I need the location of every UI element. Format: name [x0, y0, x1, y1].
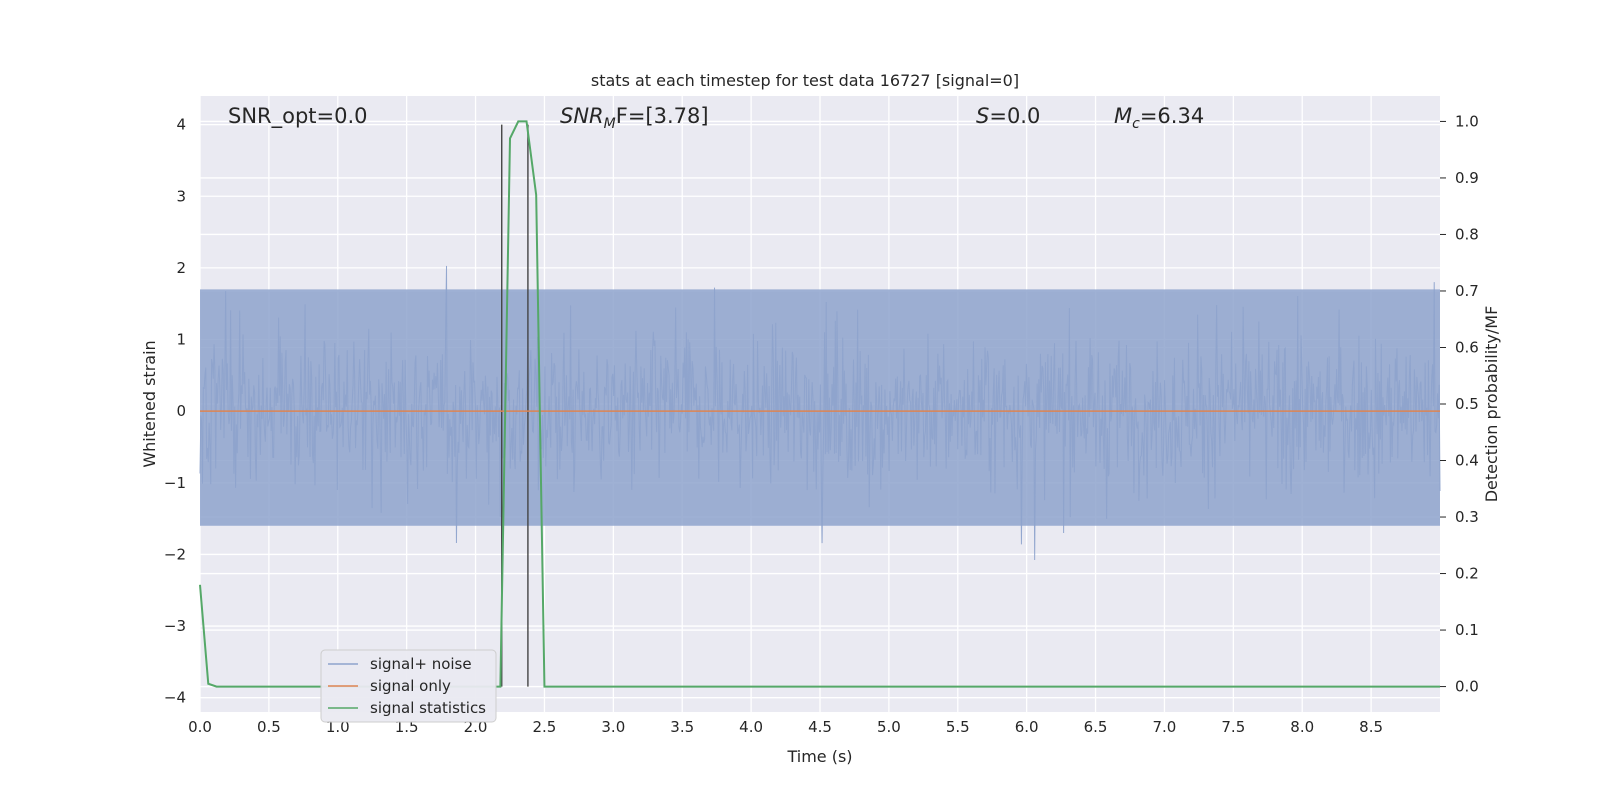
y-right-tick-label: 0.5 [1455, 395, 1479, 413]
x-axis-label: Time (s) [786, 747, 852, 766]
series-signal-noise [199, 265, 1441, 560]
x-tick-label: 2.5 [533, 718, 557, 736]
y-right-ticks: 1.0 0.9 0.8 0.7 0.6 0.5 0.4 0.3 0.2 0.1 0.0 [1440, 112, 1479, 696]
x-tick-label: 0.5 [257, 718, 281, 736]
x-tick-label: 7.0 [1153, 718, 1177, 736]
annotation-s: S=0.0 [976, 104, 1040, 128]
legend: signal+ noise signal only signal statist… [320, 649, 497, 723]
annotation-snr-opt: SNR_opt=0.0 [228, 104, 368, 129]
series-line-signal-statistics [199, 120, 1440, 688]
y-left-tick-label: −2 [164, 545, 186, 563]
y-right-tick-label: 0.8 [1455, 225, 1479, 243]
x-tick-label: 4.0 [739, 718, 763, 736]
x-tick-label: 5.0 [877, 718, 901, 736]
x-tick-label: 6.5 [1084, 718, 1108, 736]
y-left-tick-label: −3 [164, 617, 186, 635]
x-tick-label: 0.0 [188, 718, 212, 736]
y-right-tick-label: 0.9 [1455, 169, 1479, 187]
y-right-tick-label: 1.0 [1455, 112, 1479, 130]
legend-label-signal-statistics: signal statistics [370, 699, 486, 717]
x-tick-label: 5.5 [946, 718, 970, 736]
y-right-tick-label: 0.1 [1455, 621, 1479, 639]
y-right-tick-label: 0.0 [1455, 678, 1479, 696]
legend-box [320, 649, 497, 723]
y-right-tick-label: 0.2 [1455, 565, 1479, 583]
y-left-tick-label: 2 [176, 259, 186, 277]
y-axis-right-label: Detection probability/MF [1482, 306, 1501, 503]
y-left-tick-label: −4 [164, 689, 186, 707]
y-right-tick-label: 0.3 [1455, 508, 1479, 526]
series-line-signal-noise [199, 265, 1441, 560]
legend-label-signal-only: signal only [370, 677, 451, 695]
x-tick-label: 3.0 [601, 718, 625, 736]
x-tick-label: 8.0 [1290, 718, 1314, 736]
y-left-ticks: 4 3 2 1 0 −1 −2 −3 −4 [164, 116, 186, 707]
x-tick-label: 6.0 [1015, 718, 1039, 736]
y-right-tick-label: 0.7 [1455, 282, 1479, 300]
y-left-tick-label: 0 [176, 402, 186, 420]
legend-label-signal-noise: signal+ noise [370, 655, 472, 673]
y-right-tick-label: 0.6 [1455, 338, 1479, 356]
y-left-tick-label: 1 [176, 331, 186, 349]
y-left-tick-label: −1 [164, 474, 186, 492]
y-right-tick-label: 0.4 [1455, 452, 1479, 470]
y-left-tick-label: 4 [176, 116, 186, 134]
series-overlays [199, 120, 1440, 688]
annotation-snr-mf: SNRMF=[3.78] [560, 104, 709, 132]
y-axis-left-label: Whitened strain [140, 340, 159, 467]
y-left-tick-label: 3 [176, 187, 186, 205]
chart-title: stats at each timestep for test data 167… [591, 71, 1019, 90]
x-tick-label: 7.5 [1221, 718, 1245, 736]
annotation-mc: Mc=6.34 [1114, 104, 1204, 132]
x-tick-label: 8.5 [1359, 718, 1383, 736]
x-tick-label: 3.5 [670, 718, 694, 736]
x-tick-label: 4.5 [808, 718, 832, 736]
